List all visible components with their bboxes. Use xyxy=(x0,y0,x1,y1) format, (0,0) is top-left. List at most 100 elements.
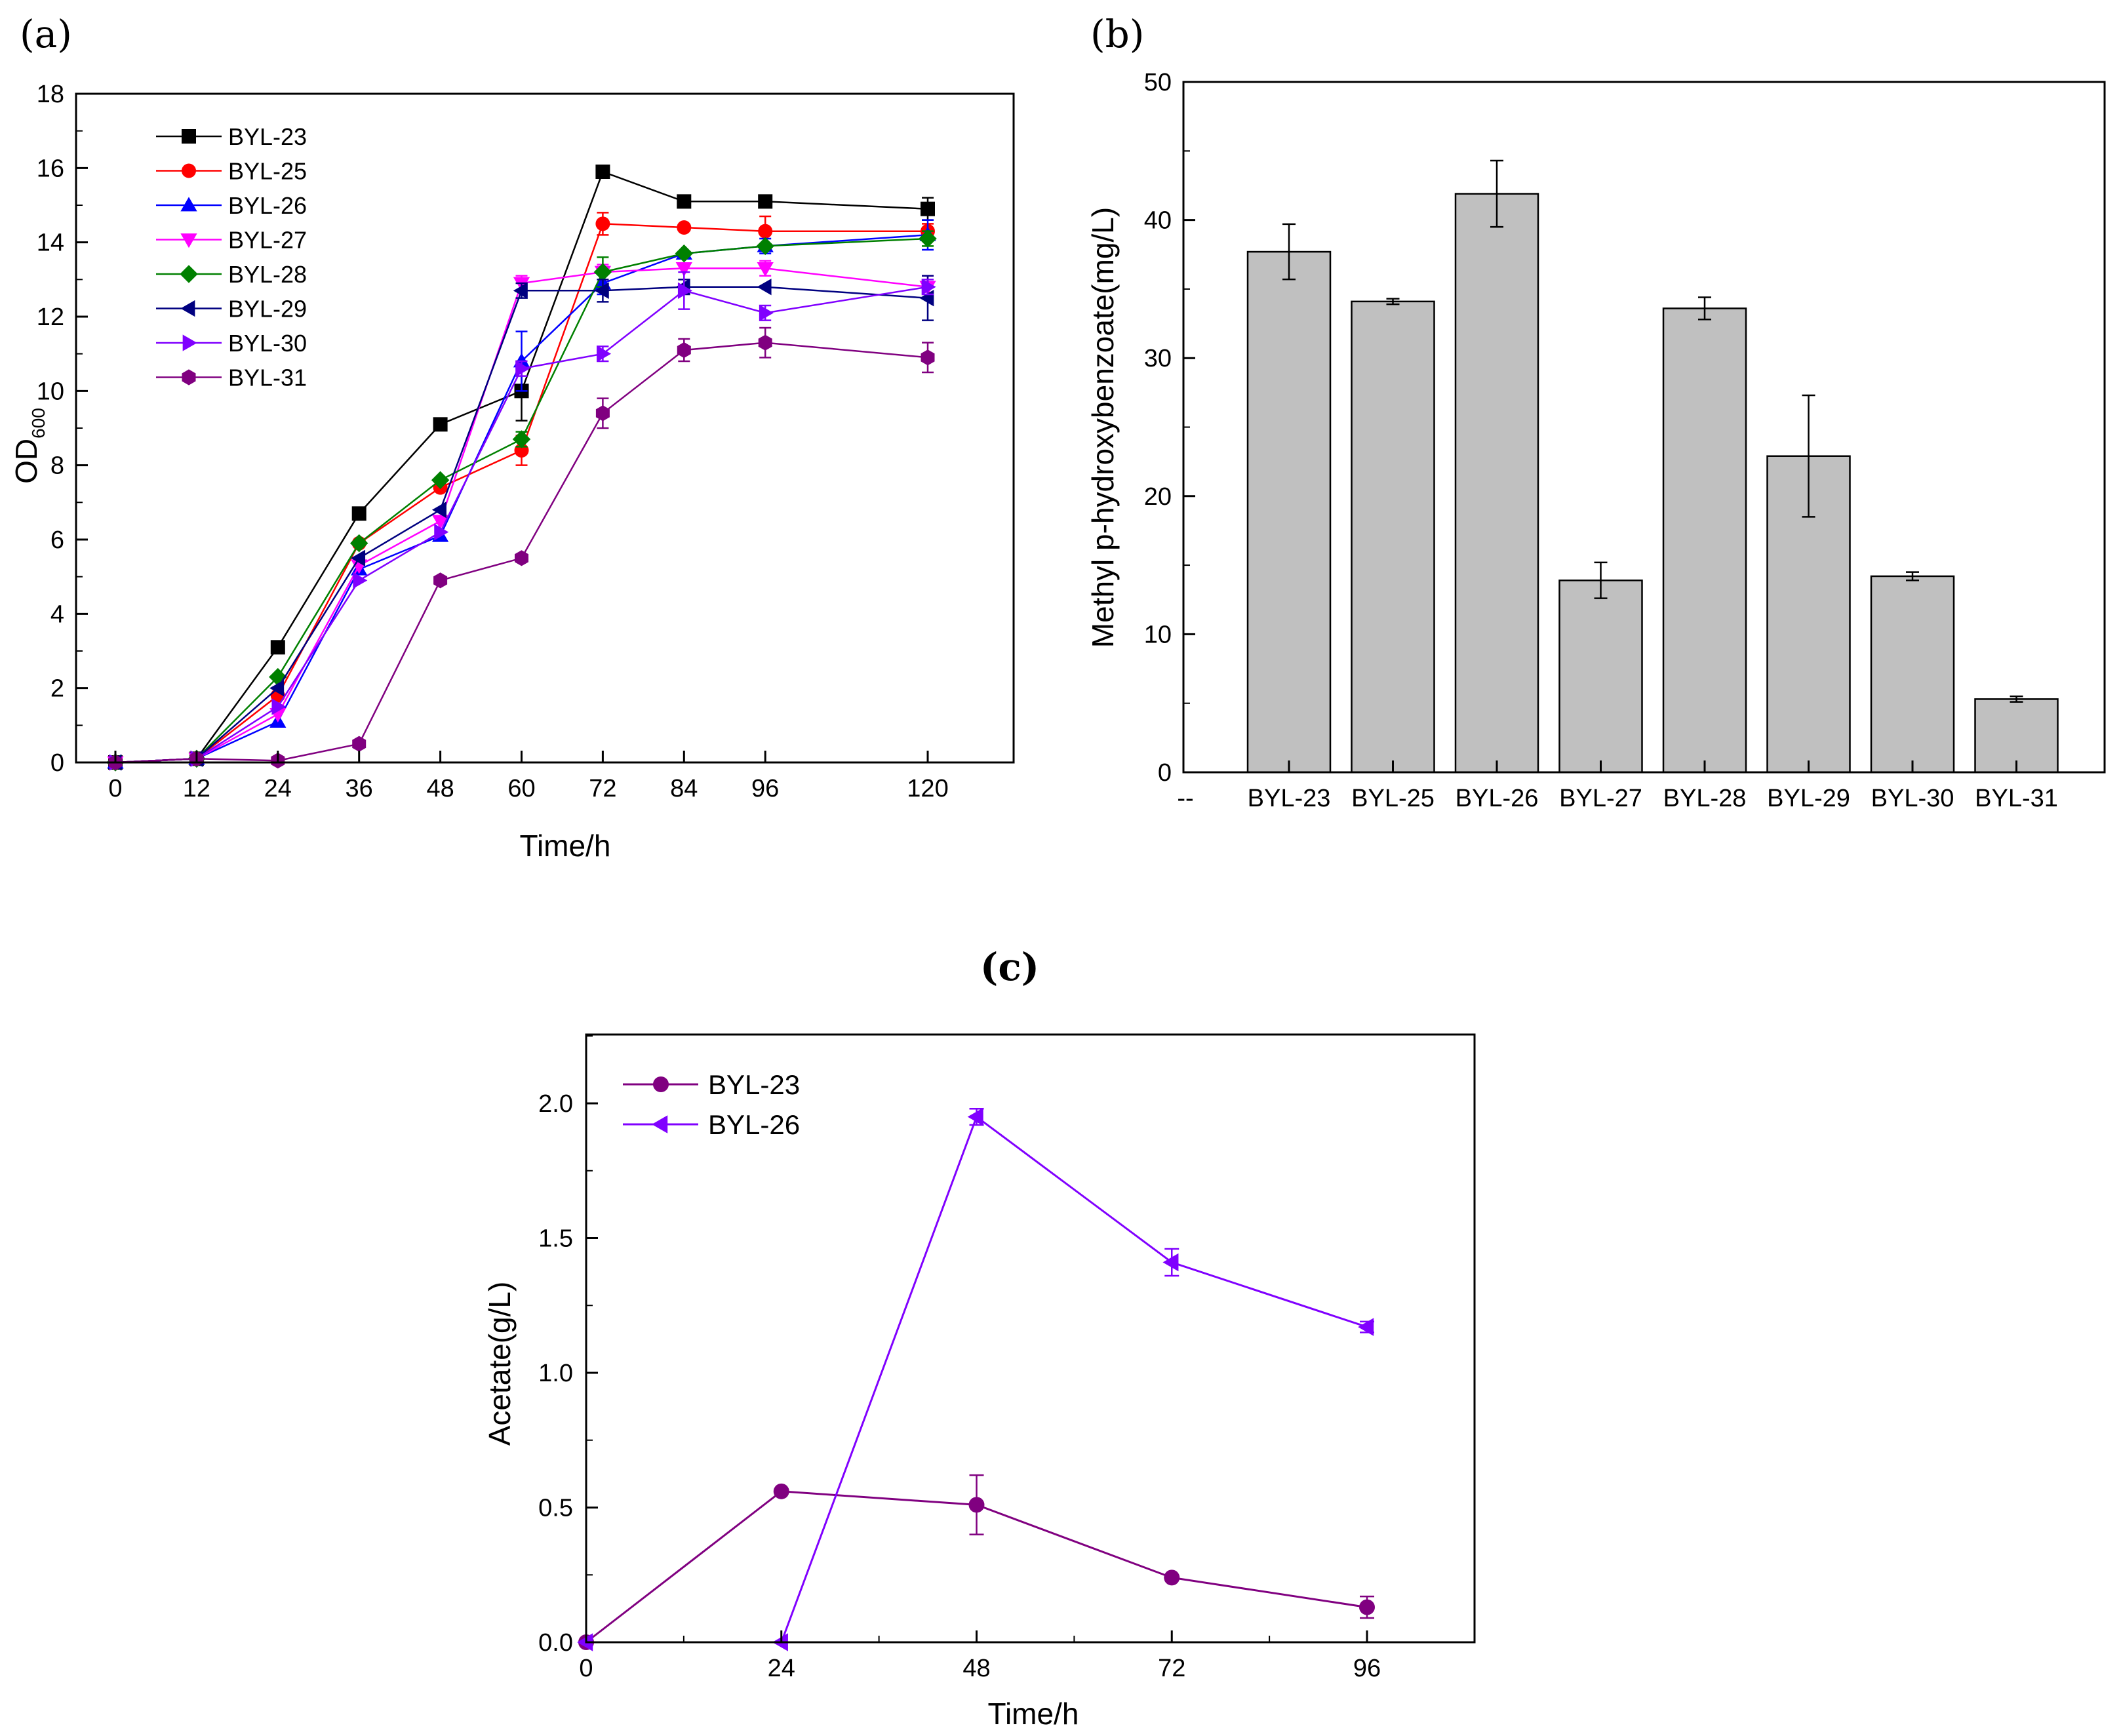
panel-a-x-tick-label: 12 xyxy=(183,775,210,802)
panel-a-y-axis-title: OD600 xyxy=(9,408,49,484)
panel-c-y-tick-label: 0.0 xyxy=(538,1629,573,1657)
panel-b-bar-byl-26 xyxy=(1454,193,1539,774)
panel-a-x-tick-label: 60 xyxy=(507,775,535,802)
panel-a-y-tick-label: 6 xyxy=(50,526,64,554)
panel-a-point-byl-31 xyxy=(515,550,528,566)
panel-a-point-byl-31 xyxy=(758,334,772,351)
panel-a-point-byl-25 xyxy=(758,224,773,239)
panel-c-point-byl-26 xyxy=(577,1633,593,1651)
panel-b-x-tick-label-byl-29: BYL-29 xyxy=(1767,785,1850,812)
panel-c-x-tick-label: 72 xyxy=(1158,1655,1185,1682)
panel-a-point-byl-23 xyxy=(270,640,285,655)
panel-a-point-byl-25 xyxy=(595,216,610,231)
panel-b-error-bar-byl-25 xyxy=(1386,298,1400,306)
panel-b-error-bar-byl-31 xyxy=(2010,695,2023,703)
panel-b-x-tick-label-byl-25: BYL-25 xyxy=(1351,785,1435,812)
panel-a-y-tick-label: 18 xyxy=(37,81,64,108)
panel-c-y-axis-title: Acetate(g/L) xyxy=(483,1282,517,1446)
panel-a-series-line-byl-23 xyxy=(115,170,928,764)
panel-a-x-tick-label: 72 xyxy=(589,775,616,802)
panel-a-series-line-byl-29 xyxy=(115,286,928,764)
panel-a-point-byl-29 xyxy=(351,549,366,566)
panel-a-point-byl-30 xyxy=(597,345,612,363)
panel-c-point-byl-23 xyxy=(1359,1599,1375,1615)
panel-a-legend-marker-byl-25 xyxy=(182,163,196,178)
panel-a-point-byl-23 xyxy=(677,194,692,209)
panel-a-y-ticks: 0 2 4 6 8 10 12 14 16 18 xyxy=(37,81,88,777)
panel-a-point-byl-31 xyxy=(352,736,367,752)
panel-a-point-byl-27 xyxy=(431,515,449,530)
panel-a-point-byl-30 xyxy=(353,572,368,589)
panel-a-x-tick-label: 120 xyxy=(907,775,948,802)
panel-a-x-tick-label: 96 xyxy=(751,775,779,802)
panel-a-legend-label-byl-28: BYL-28 xyxy=(228,261,307,288)
panel-b-x-ticks: -- BYL-23 BYL-25 BYL-26 BYL-27 BYL-28 BYL-29 BY… xyxy=(1177,760,2058,812)
panel-a-y-tick-label: 8 xyxy=(50,452,64,480)
panel-a: (a) 0 12 24 36 48 60 72 84 96 120 024681012141618… xyxy=(9,12,1015,863)
panel-c-x-tick-label: 48 xyxy=(962,1655,990,1682)
panel-c-y-ticks: 0.0 0.5 1.0 1.5 2.0 xyxy=(538,1035,598,1657)
panel-a-x-tick-label: 84 xyxy=(670,775,698,802)
panel-a-x-axis-title: Time/h xyxy=(520,829,611,863)
panel-c-x-axis-title: Time/h xyxy=(988,1697,1079,1731)
panel-b-x-tick-label-byl-28: BYL-28 xyxy=(1663,785,1747,812)
panel-c-legend-marker-byl-26 xyxy=(652,1115,668,1134)
panel-a-series-line-byl-30 xyxy=(115,286,928,764)
panel-c-legend-marker-byl-23 xyxy=(653,1076,669,1092)
panel-a-point-byl-30 xyxy=(515,360,530,377)
panel-a-series-line-byl-28 xyxy=(115,237,928,764)
panel-a-point-byl-23 xyxy=(433,417,448,432)
panel-c-x-tick-label: 24 xyxy=(768,1655,795,1682)
panel-a-point-byl-23 xyxy=(758,194,773,209)
panel-a-point-byl-27 xyxy=(757,262,774,277)
panel-c-series-line-byl-26 xyxy=(586,1115,1368,1644)
panel-a-point-byl-31 xyxy=(921,349,935,366)
panel-b-error-bar-byl-30 xyxy=(1906,571,1919,582)
panel-a-x-tick-label: 0 xyxy=(108,775,122,802)
panel-c-y-tick-label: 1.5 xyxy=(538,1225,573,1253)
panel-a-x-ticks: 0 12 24 36 48 60 72 84 96 120 xyxy=(108,751,949,802)
panel-a-legend-label-byl-27: BYL-27 xyxy=(228,227,307,254)
panel-a-legend-label-byl-25: BYL-25 xyxy=(228,158,307,185)
panel-c-x-tick-label: 0 xyxy=(579,1655,593,1682)
panel-b-error-bar-byl-29 xyxy=(1802,394,1815,518)
panel-a-point-byl-28 xyxy=(431,471,450,490)
panel-a-point-byl-31 xyxy=(677,342,691,359)
panel-a-legend-label-byl-29: BYL-29 xyxy=(228,296,307,323)
panel-a-point-byl-30 xyxy=(434,524,449,541)
panel-b-y-axis-title: Methyl p-hydroxybenzoate(mg/L) xyxy=(1086,207,1120,648)
panel-b-y-tick-label: 10 xyxy=(1144,621,1172,648)
panel-a-point-byl-28 xyxy=(593,263,612,281)
panel-c-y-tick-label: 0.5 xyxy=(538,1495,573,1522)
panel-b-y-tick-label: 40 xyxy=(1144,207,1172,235)
panel-a-legend-label-byl-23: BYL-23 xyxy=(228,123,307,150)
panel-b-bar-byl-28 xyxy=(1662,307,1747,774)
panel-b-bar-byl-27 xyxy=(1558,580,1643,774)
panel-a-point-byl-31 xyxy=(433,572,448,589)
panel-a-point-byl-28 xyxy=(349,534,368,553)
panel-b-error-bar-byl-26 xyxy=(1490,159,1503,228)
panel-a-series-line-byl-31 xyxy=(115,342,928,764)
panel-a-point-byl-23 xyxy=(595,165,610,179)
panel-a-point-byl-29 xyxy=(269,680,285,697)
panel-b-x-tick-label-byl-30: BYL-30 xyxy=(1871,785,1954,812)
panel-a-legend-marker-byl-28 xyxy=(180,265,198,283)
panel-b-x-tick-label-byl-23: BYL-23 xyxy=(1248,785,1331,812)
panel-b-y-ticks: 0 10 20 30 40 50 xyxy=(1144,69,1195,787)
panel-c-frame xyxy=(585,1033,1476,1644)
panel-a-point-byl-29 xyxy=(431,502,446,519)
panel-a-point-byl-25 xyxy=(677,220,692,235)
panel-a-point-byl-28 xyxy=(756,237,774,256)
panel-a-point-byl-31 xyxy=(595,405,610,422)
panel-b-y-tick-label: 0 xyxy=(1158,759,1172,787)
panel-a-legend-marker-byl-29 xyxy=(180,300,195,317)
panel-c-legend-label-byl-26: BYL-26 xyxy=(708,1109,800,1140)
panel-c-point-byl-23 xyxy=(773,1483,789,1499)
panel-c-legend-label-byl-23: BYL-23 xyxy=(708,1069,800,1100)
panel-b-error-bar-byl-27 xyxy=(1594,561,1608,599)
panel-c-point-byl-26 xyxy=(967,1107,983,1126)
panel-c-legend: BYL-23 BYL-26 xyxy=(623,1069,800,1140)
panel-b-y-tick-label: 30 xyxy=(1144,345,1172,372)
panel-a-point-byl-28 xyxy=(919,229,937,248)
panel-a-point-byl-23 xyxy=(351,506,367,521)
